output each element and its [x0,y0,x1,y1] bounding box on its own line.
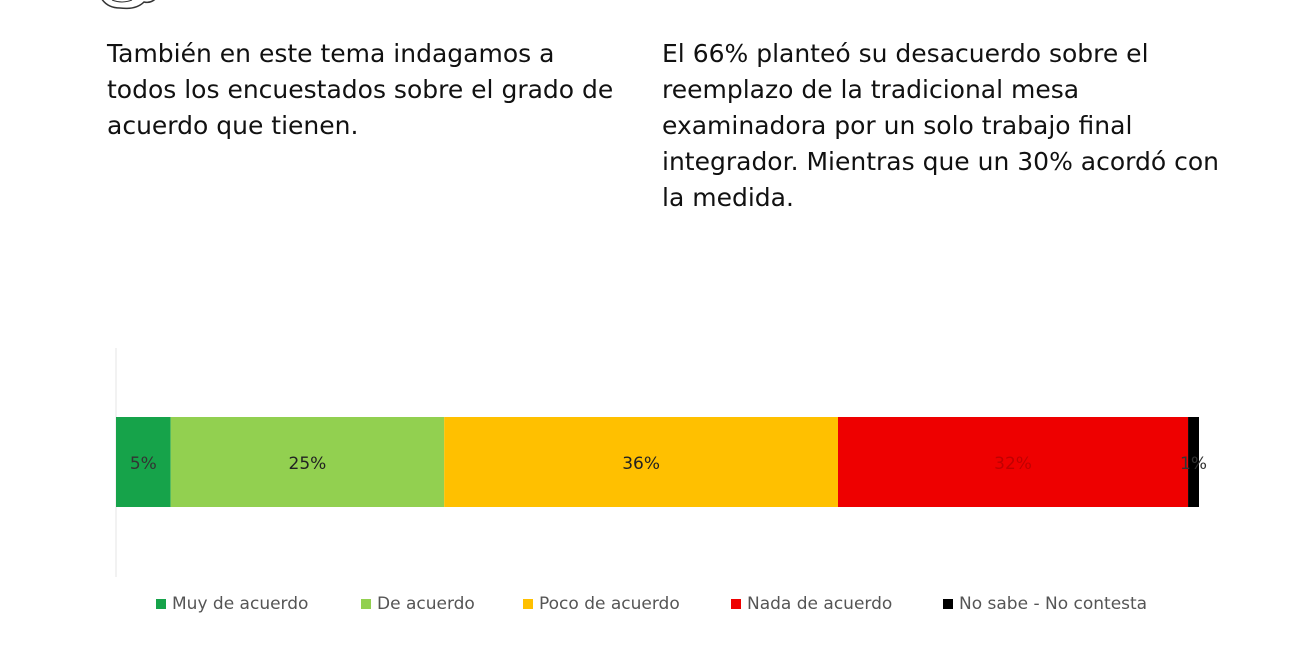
legend-label: Muy de acuerdo [172,594,309,614]
legend-label: De acuerdo [377,594,475,614]
bar-segments [116,417,1199,507]
data-label-nada-de-acuerdo: 32% [994,454,1032,474]
legend-label: No sabe - No contesta [959,594,1148,614]
data-labels: 5% 25% 36% 32% 1% [130,454,1207,474]
bar-segment-poco-de-acuerdo [444,417,838,507]
data-label-poco-de-acuerdo: 36% [622,454,660,474]
legend-swatch [731,599,741,609]
legend-swatch [156,599,166,609]
legend-label: Poco de acuerdo [539,594,680,614]
legend-item-de-acuerdo: De acuerdo [361,594,475,614]
intro-paragraph: También en este tema indagamos a todos l… [107,39,614,140]
bar-segment-no-sabe-no-contesta [1188,417,1199,507]
bar-segment-de-acuerdo [170,417,445,507]
legend-swatch [361,599,371,609]
data-label-de-acuerdo: 25% [289,454,327,474]
legend-item-nada-de-acuerdo: Nada de acuerdo [731,594,892,614]
data-label-no-sabe-no-contesta: 1% [1180,454,1207,474]
logo-icon [101,0,156,10]
legend-item-no-sabe-no-contesta: No sabe - No contesta [943,594,1147,614]
legend-item-poco-de-acuerdo: Poco de acuerdo [523,594,680,614]
legend-swatch [523,599,533,609]
legend-item-muy-de-acuerdo: Muy de acuerdo [156,594,308,614]
bar-segment-nada-de-acuerdo [838,417,1189,507]
data-label-muy-de-acuerdo: 5% [130,454,157,474]
legend-label: Nada de acuerdo [747,594,893,614]
summary-paragraph: El 66% planteó su desacuerdo sobre el re… [662,39,1219,212]
legend-swatch [943,599,953,609]
bar-segment-muy-de-acuerdo [116,417,171,507]
